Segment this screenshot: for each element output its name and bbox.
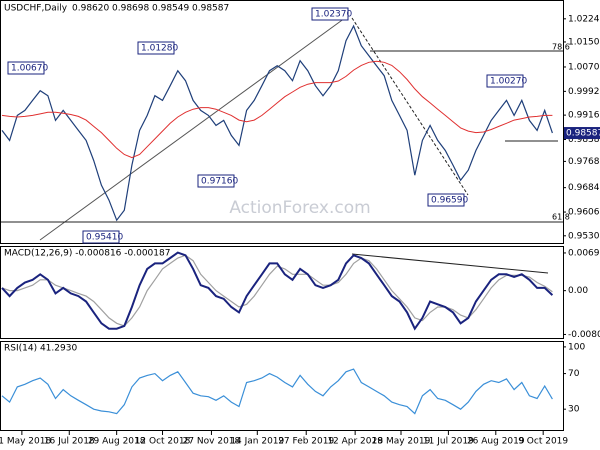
x-tick-label: 14 Jan 2019	[230, 437, 284, 447]
x-tick-label: 12 Apr 2019	[327, 437, 383, 447]
panel-title: MACD(12,26,9) -0.000816 -0.000187	[4, 249, 170, 259]
x-tick-label: 11 Jul 2019	[423, 437, 474, 447]
y-tick-label: 1.02240	[568, 14, 600, 24]
trend-line	[39, 17, 346, 241]
panel-title: RSI(14) 41.2930	[4, 344, 77, 354]
x-tick-label: 9 Oct 2019	[518, 437, 568, 447]
x-tick-label: 28 May 2019	[372, 437, 431, 447]
annotation-label: 1.00270	[490, 77, 527, 87]
x-tick-label: 31 May 2018	[0, 437, 51, 447]
annotation-label: 1.00670	[11, 64, 48, 74]
y-tick-label: 100	[568, 342, 585, 352]
series-line	[1, 24, 553, 222]
header-value: 0.98549	[152, 4, 189, 14]
panel-frame	[0, 0, 564, 244]
x-tick-label: 16 Jul 2018	[44, 437, 95, 447]
annotation-box	[7, 61, 45, 75]
panel-frame	[0, 341, 564, 431]
chart-title: USDCHF,Daily	[4, 4, 68, 14]
fib-label: 61.8	[552, 213, 570, 222]
annotation-label: 0.95410	[86, 233, 123, 243]
trend-line	[351, 253, 549, 274]
fib-label: 78.6	[552, 43, 570, 52]
series-line	[1, 251, 554, 331]
series-line	[1, 60, 553, 159]
y-tick-label: 1.01500	[568, 37, 600, 47]
series-line	[1, 368, 553, 415]
annotation-box	[311, 7, 349, 21]
y-tick-label: 30	[568, 405, 580, 415]
x-tick-label: 27 Feb 2019	[278, 437, 334, 447]
header-value: 0.98698	[112, 4, 149, 14]
annotation-box	[427, 193, 465, 207]
annotation-box	[82, 230, 120, 244]
header-value: 0.98587	[192, 4, 229, 14]
x-tick-label: 12 Oct 2018	[135, 437, 191, 447]
watermark: ActionForex.com	[229, 198, 370, 218]
annotation-label: 1.02370	[315, 10, 352, 20]
y-tick-label: 0.006927	[568, 248, 600, 258]
x-tick-label: 26 Aug 2019	[467, 437, 525, 447]
annotation-box	[197, 174, 235, 188]
annotation-label: 0.97160	[201, 177, 238, 187]
y-tick-label: 70	[568, 369, 580, 379]
y-tick-label: -0.008049	[568, 330, 600, 340]
annotation-label: 1.01280	[141, 44, 178, 54]
trend-line	[351, 17, 469, 196]
header-value: 0.98620	[72, 4, 109, 14]
last-price-box	[564, 127, 600, 140]
panel-frame	[0, 246, 564, 339]
x-tick-label: 27 Nov 2018	[183, 437, 241, 447]
series-line	[1, 254, 553, 327]
annotation-label: 0.96590	[431, 196, 468, 206]
annotation-box	[137, 41, 175, 55]
x-tick-label: 29 Aug 2018	[88, 437, 146, 447]
y-tick-label: 0.00	[568, 286, 588, 296]
last-price-label: 0.98587	[566, 129, 600, 139]
annotation-box	[486, 74, 524, 88]
